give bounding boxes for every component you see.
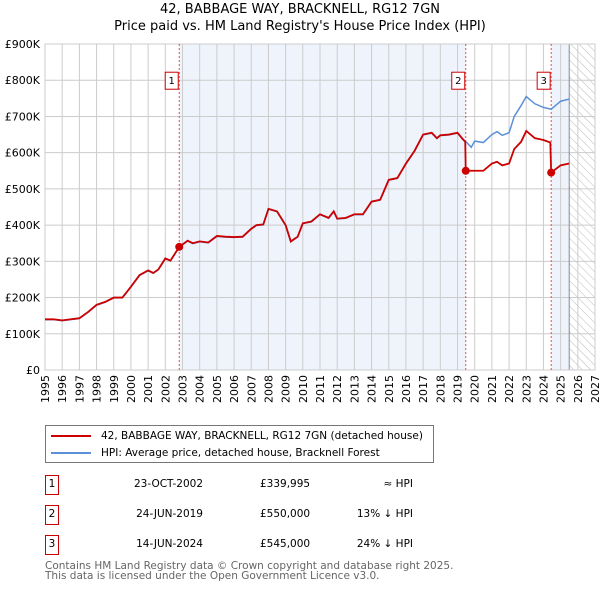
x-tick-label: 2007 xyxy=(245,375,258,403)
x-tick-label: 1999 xyxy=(108,375,121,403)
x-tick-label: 2016 xyxy=(400,375,413,403)
y-tick-label: £0 xyxy=(26,364,40,377)
y-tick-label: £300K xyxy=(5,255,41,268)
y-tick-label: £200K xyxy=(5,292,41,305)
x-tick-label: 1998 xyxy=(91,375,104,403)
sale-label: 3 xyxy=(540,76,546,87)
x-tick-label: 2014 xyxy=(366,375,379,403)
legend-label: 42, BABBAGE WAY, BRACKNELL, RG12 7GN (de… xyxy=(101,430,423,442)
legend-item-property: 42, BABBAGE WAY, BRACKNELL, RG12 7GN (de… xyxy=(46,428,423,444)
sale-marker-badge: 2 xyxy=(45,505,59,525)
x-tick-label: 2024 xyxy=(537,375,550,403)
y-tick-label: £800K xyxy=(5,74,41,87)
x-tick-label: 2009 xyxy=(280,375,293,403)
sale-marker-badge: 3 xyxy=(45,535,59,555)
legend-label: HPI: Average price, detached house, Brac… xyxy=(101,447,380,459)
x-tick-label: 2005 xyxy=(211,375,224,403)
x-tick-label: 1997 xyxy=(73,375,86,403)
x-tick-label: 2017 xyxy=(417,375,430,403)
x-tick-label: 2015 xyxy=(383,375,396,403)
x-tick-label: 2006 xyxy=(228,375,241,403)
y-tick-label: £900K xyxy=(5,38,41,51)
x-tick-label: 2025 xyxy=(555,375,568,403)
sale-price: £545,000 xyxy=(260,538,311,550)
x-tick-label: 2020 xyxy=(469,375,482,403)
x-tick-label: 2023 xyxy=(520,375,533,403)
x-tick-label: 2000 xyxy=(125,375,138,403)
chart-subtitle: Price paid vs. HM Land Registry's House … xyxy=(114,19,486,34)
sale-date: 23-OCT-2002 xyxy=(134,478,203,490)
sale-row: 1 23-OCT-2002 £339,995 ≈ HPI xyxy=(45,475,445,495)
x-tick-label: 2011 xyxy=(314,375,327,403)
x-tick-label: 2003 xyxy=(177,375,190,403)
sale-label-box xyxy=(164,71,179,90)
sale-price: £550,000 xyxy=(260,508,311,520)
sale-hpi-diff: ≈ HPI xyxy=(383,478,413,490)
sale-marker-badge: 1 xyxy=(45,475,59,495)
y-tick-label: £100K xyxy=(5,328,41,341)
legend-swatch-blue xyxy=(51,452,91,454)
x-tick-label: 1995 xyxy=(39,375,52,403)
x-tick-label: 2002 xyxy=(159,375,172,403)
y-tick-label: £600K xyxy=(5,147,41,160)
sale-point xyxy=(175,242,184,251)
legend: 42, BABBAGE WAY, BRACKNELL, RG12 7GN (de… xyxy=(45,425,434,463)
forecast-hatch xyxy=(569,44,595,370)
y-tick-label: £400K xyxy=(5,219,41,232)
sale-label-box xyxy=(536,71,551,90)
x-tick-label: 2012 xyxy=(331,375,344,403)
plot-area: 1995 1996 1997 1998 1999 2000 2001 2002 2003 2004… xyxy=(5,38,600,403)
y-tick-label: £500K xyxy=(5,183,41,196)
x-tick-label: 2027 xyxy=(589,375,600,403)
x-tick-label: 2010 xyxy=(297,375,310,403)
x-tick-label: 2004 xyxy=(194,375,207,403)
footer-copyright: Contains HM Land Registry data © Crown c… xyxy=(45,560,454,572)
sale-price: £339,995 xyxy=(260,478,311,490)
sale-label: 1 xyxy=(169,76,175,87)
sale-row: 2 24-JUN-2019 £550,000 13% ↓ HPI xyxy=(45,505,445,525)
x-tick-label: 1996 xyxy=(56,375,69,403)
x-tick-label: 2022 xyxy=(503,375,516,403)
footer: Contains HM Land Registry data © Crown c… xyxy=(45,560,454,582)
sale-point xyxy=(547,168,556,177)
sale-hpi-diff: 24% ↓ HPI xyxy=(356,538,413,550)
sale-label: 2 xyxy=(455,76,461,87)
legend-item-hpi: HPI: Average price, detached house, Brac… xyxy=(46,445,380,461)
sale-row: 3 14-JUN-2024 £545,000 24% ↓ HPI xyxy=(45,535,445,555)
sale-hpi-diff: 13% ↓ HPI xyxy=(356,508,413,520)
sale-point xyxy=(461,166,470,175)
x-tick-label: 2018 xyxy=(434,375,447,403)
plot-border xyxy=(44,43,596,371)
x-tick-label: 2008 xyxy=(262,375,275,403)
sale-label-box xyxy=(451,71,466,90)
footer-licence: This data is licensed under the Open Gov… xyxy=(45,570,380,582)
x-tick-label: 2001 xyxy=(142,375,155,403)
sale-date: 24-JUN-2019 xyxy=(136,508,203,520)
y-tick-label: £700K xyxy=(5,110,41,123)
chart-title: 42, BABBAGE WAY, BRACKNELL, RG12 7GN xyxy=(159,2,440,17)
price-paid-line xyxy=(45,129,570,322)
legend-swatch-red xyxy=(51,435,91,437)
sale-date: 14-JUN-2024 xyxy=(136,538,203,550)
x-tick-label: 2021 xyxy=(486,375,499,403)
shaded-ownership-period-1 xyxy=(179,44,466,370)
x-tick-label: 2019 xyxy=(452,375,465,403)
x-tick-label: 2026 xyxy=(572,375,585,403)
x-tick-label: 2013 xyxy=(348,375,361,403)
